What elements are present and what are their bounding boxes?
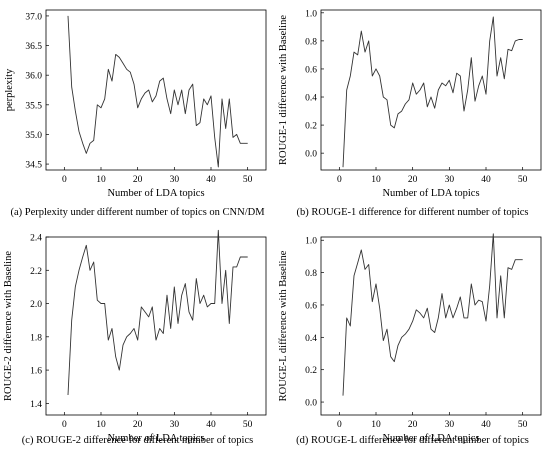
- x-tick-label: 30: [445, 420, 455, 430]
- x-tick-label: 20: [133, 420, 143, 430]
- x-axis-label: Number of LDA topics: [107, 433, 204, 444]
- x-tick-label: 0: [337, 175, 342, 185]
- x-tick-label: 10: [96, 420, 106, 430]
- y-tick-label: 0.6: [305, 65, 317, 75]
- y-tick-label: 0.8: [305, 269, 317, 279]
- y-tick-label: 36.0: [25, 72, 42, 82]
- x-tick-label: 20: [408, 420, 418, 430]
- y-tick-label: 34.5: [25, 161, 42, 171]
- caption-c: (c) ROUGE-2 difference for different num…: [21, 435, 254, 446]
- x-axis-label: Number of LDA topics: [107, 188, 204, 199]
- x-tick-label: 50: [518, 420, 528, 430]
- y-axis-label: perplexity: [4, 68, 15, 111]
- panel-rouge-1: 0 10 20 30 40 50 0.0 0.2 0.4 0.6 0.8 1.0 Number of L…: [275, 0, 550, 227]
- y-tick-label: 2.2: [30, 267, 42, 277]
- x-axis-label: Number of LDA topics: [382, 188, 479, 199]
- x-tick-label: 0: [62, 420, 67, 430]
- x-tick-label: 20: [408, 175, 418, 185]
- y-tick-label: 36.5: [25, 42, 42, 52]
- caption-a: (a) Perplexity under different number of…: [10, 207, 265, 218]
- y-tick-label: 1.0: [305, 9, 317, 19]
- x-tick-label: 30: [170, 175, 180, 185]
- y-tick-label: 2.0: [30, 300, 42, 310]
- rouge-2-chart: 0 10 20 30 40 50 1.4 1.6 1.8 2.0 2.2 2.4 Number of L…: [3, 229, 267, 444]
- x-tick-label: 40: [206, 420, 216, 430]
- y-tick-label: 1.0: [305, 237, 317, 247]
- x-tick-label: 30: [170, 420, 180, 430]
- y-tick-label: 0.4: [305, 334, 317, 344]
- y-tick-label: 1.4: [30, 400, 42, 410]
- plot-frame: [320, 236, 542, 416]
- x-tick-label: 50: [243, 175, 253, 185]
- series-line: [342, 16, 523, 168]
- y-tick-label: 0.0: [305, 150, 317, 160]
- y-tick-label: 35.0: [25, 131, 42, 141]
- series-line: [67, 15, 248, 168]
- y-tick-label: 37.0: [25, 12, 42, 22]
- caption-d: (d) ROUGE-L difference for different num…: [296, 435, 529, 446]
- x-tick-label: 20: [133, 175, 143, 185]
- panel-rouge-l: 0 10 20 30 40 50 0.0 0.2 0.4 0.6 0.8 1.0 Number of L…: [275, 227, 550, 454]
- y-axis-label: ROUGE-1 difference with Baseline: [278, 15, 289, 165]
- series-line: [342, 233, 523, 396]
- x-tick-label: 10: [96, 175, 106, 185]
- y-axis-label: ROUGE-L difference with Baseline: [278, 250, 289, 401]
- y-tick-label: 1.6: [30, 367, 42, 377]
- y-tick-label: 0.0: [305, 399, 317, 409]
- y-tick-label: 0.4: [305, 94, 317, 104]
- x-tick-label: 30: [445, 175, 455, 185]
- x-tick-label: 10: [371, 175, 381, 185]
- plot-frame: [45, 236, 267, 416]
- caption-b: (b) ROUGE-1 difference for different num…: [296, 207, 529, 218]
- plot-frame: [45, 9, 267, 171]
- x-tick-label: 10: [371, 420, 381, 430]
- panel-rouge-2: 0 10 20 30 40 50 1.4 1.6 1.8 2.0 2.2 2.4 Number of L…: [0, 227, 275, 454]
- x-axis-label: Number of LDA topics: [382, 433, 479, 444]
- rouge-l-chart: 0 10 20 30 40 50 0.0 0.2 0.4 0.6 0.8 1.0 Number of L…: [278, 233, 542, 444]
- x-tick-label: 50: [518, 175, 528, 185]
- x-tick-label: 50: [243, 420, 253, 430]
- y-tick-label: 1.8: [30, 333, 42, 343]
- y-tick-label: 35.5: [25, 101, 42, 111]
- perplexity-chart: 0 10 20 30 40 50 34.5 35.0 35.5 36.0 36.5 37.0 Numbe…: [4, 9, 267, 199]
- y-tick-label: 0.6: [305, 301, 317, 311]
- y-tick-label: 0.2: [305, 366, 317, 376]
- x-tick-label: 40: [206, 175, 216, 185]
- y-tick-label: 2.4: [30, 234, 42, 244]
- y-tick-label: 0.8: [305, 37, 317, 47]
- series-line: [67, 229, 248, 396]
- plot-frame: [320, 9, 542, 171]
- x-tick-label: 40: [481, 420, 491, 430]
- panel-perplexity: 0 10 20 30 40 50 34.5 35.0 35.5 36.0 36.5 37.0 Numbe…: [0, 0, 275, 227]
- y-axis-label: ROUGE-2 difference with Baseline: [3, 251, 14, 401]
- rouge-1-chart: 0 10 20 30 40 50 0.0 0.2 0.4 0.6 0.8 1.0 Number of L…: [278, 9, 542, 199]
- y-tick-label: 0.2: [305, 122, 317, 132]
- x-tick-label: 0: [337, 420, 342, 430]
- x-tick-label: 0: [62, 175, 67, 185]
- x-tick-label: 40: [481, 175, 491, 185]
